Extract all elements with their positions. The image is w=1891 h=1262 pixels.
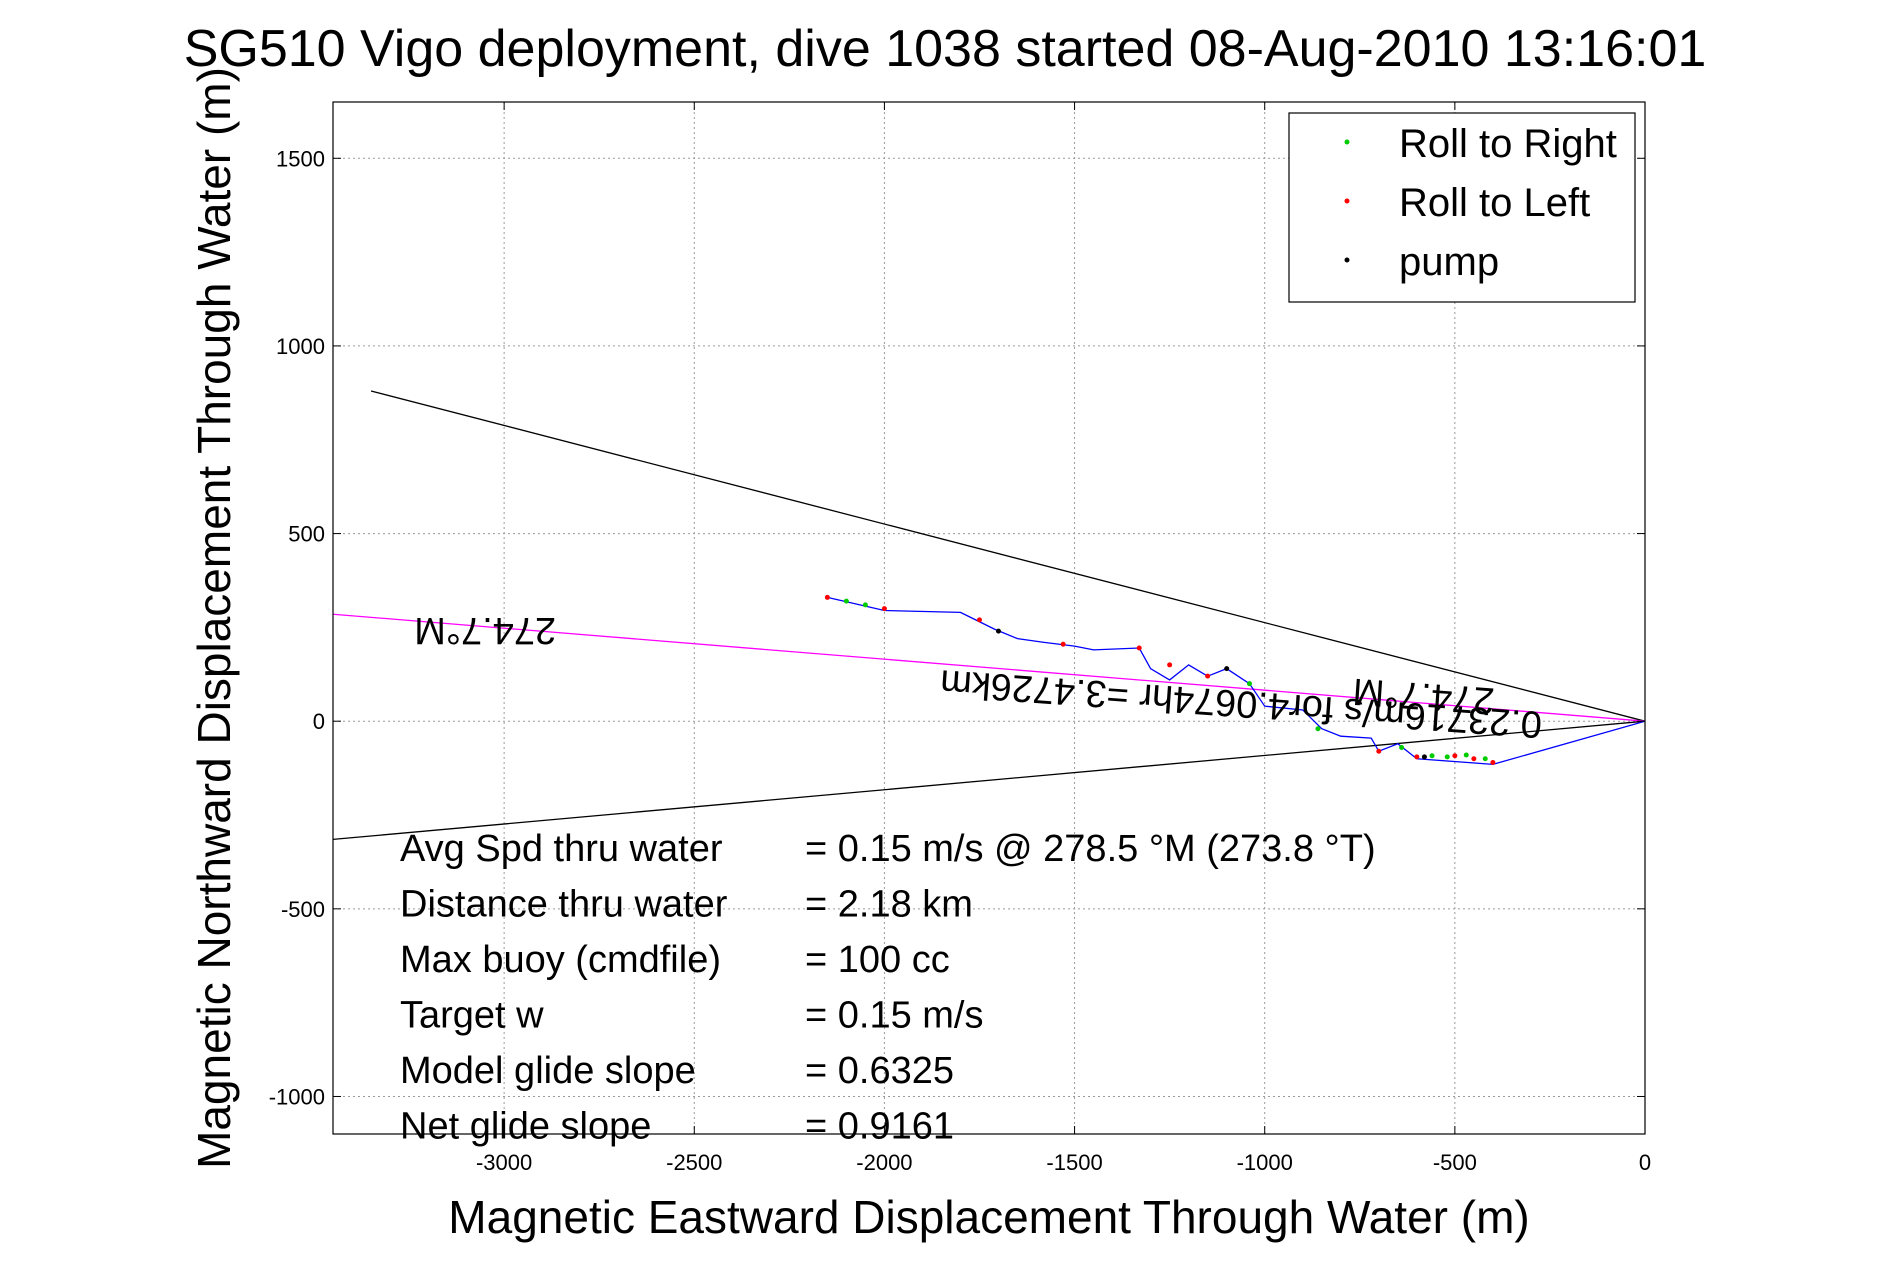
marker-roll-left <box>1136 645 1142 651</box>
marker-roll-left <box>824 594 830 600</box>
marker-roll-right <box>843 598 849 604</box>
annotation-label: 274.7°M <box>414 609 556 651</box>
marker-pump <box>1224 666 1230 672</box>
legend-label: Roll to Right <box>1399 122 1617 166</box>
legend-marker <box>1344 198 1350 204</box>
x-tick-label: -2000 <box>856 1150 912 1175</box>
marker-roll-left <box>1376 748 1382 754</box>
marker-roll-left <box>881 606 887 612</box>
x-ticks: -3000 -2500 -2000 -1500 -1000 -500 0 <box>476 102 1651 1175</box>
marker-pump <box>1421 754 1427 760</box>
marker-pump <box>996 628 1002 634</box>
annotation-label: 274.7°M <box>1351 670 1496 722</box>
stats-block: Avg Spd thru water = 0.15 m/s @ 278.5 °M … <box>400 828 1376 1148</box>
y-tick-label: 0 <box>313 709 325 734</box>
y-axis-label: Magnetic Northward Displacement Through … <box>188 67 240 1169</box>
stat-value: = 0.15 m/s @ 278.5 °M (273.8 °T) <box>805 828 1376 870</box>
legend-marker <box>1344 257 1350 263</box>
legend-label: Roll to Left <box>1399 181 1590 225</box>
y-tick-label: 1500 <box>276 146 325 171</box>
legend: Roll to Right Roll to Left pump <box>1288 112 1636 303</box>
marker-roll-left <box>1060 641 1066 647</box>
marker-roll-left <box>1490 759 1496 765</box>
marker-roll-left <box>1205 673 1211 679</box>
y-tick-label: 500 <box>288 522 325 547</box>
x-tick-label: -3000 <box>476 1150 532 1175</box>
marker-roll-right <box>862 602 868 608</box>
stat-value: = 100 cc <box>805 939 950 981</box>
stat-label: Model glide slope <box>400 1050 696 1092</box>
y-tick-label: -1000 <box>269 1084 325 1109</box>
marker-roll-left <box>1167 662 1173 668</box>
marker-roll-right <box>1399 744 1405 750</box>
x-axis-label: Magnetic Eastward Displacement Through W… <box>448 1191 1529 1243</box>
stat-value: = 0.9161 <box>805 1106 954 1148</box>
marker-roll-right <box>1315 726 1321 732</box>
x-tick-label: 0 <box>1639 1150 1651 1175</box>
marker-points <box>824 594 1496 765</box>
y-tick-label: -500 <box>281 897 325 922</box>
x-tick-label: -500 <box>1433 1150 1477 1175</box>
stat-label: Max buoy (cmdfile) <box>400 939 721 981</box>
marker-roll-right <box>1444 754 1450 760</box>
marker-roll-left <box>1471 756 1477 762</box>
x-tick-label: -1000 <box>1237 1150 1293 1175</box>
chart-title: SG510 Vigo deployment, dive 1038 started… <box>184 20 1707 78</box>
reference-line <box>370 390 1645 722</box>
marker-roll-right <box>1463 752 1469 758</box>
stat-value: = 2.18 km <box>805 884 973 926</box>
marker-roll-right <box>1246 681 1252 687</box>
stat-value: = 0.6325 <box>805 1050 954 1092</box>
y-tick-label: 1000 <box>276 334 325 359</box>
y-ticks: -1000 -500 0 500 1000 1500 <box>269 146 1645 1109</box>
x-tick-label: -2500 <box>666 1150 722 1175</box>
plot-frame <box>332 101 1646 1135</box>
legend-box <box>1288 112 1636 303</box>
stat-label: Net glide slope <box>400 1106 651 1148</box>
marker-roll-right <box>1429 753 1435 759</box>
stat-value: = 0.15 m/s <box>805 995 983 1037</box>
x-tick-label: -1500 <box>1046 1150 1102 1175</box>
stat-label: Distance thru water <box>400 884 728 926</box>
marker-roll-left <box>976 617 982 623</box>
reference-line <box>333 613 1645 722</box>
legend-label: pump <box>1399 240 1499 284</box>
track <box>827 596 1645 766</box>
reference-line <box>333 720 1645 841</box>
marker-roll-right <box>1482 756 1488 762</box>
stat-label: Avg Spd thru water <box>400 828 723 870</box>
reference-lines <box>333 390 1645 841</box>
legend-marker <box>1344 139 1350 145</box>
stat-label: Target w <box>400 995 544 1037</box>
marker-roll-left <box>1414 754 1420 760</box>
marker-roll-left <box>1452 753 1458 759</box>
track-line <box>827 596 1645 766</box>
